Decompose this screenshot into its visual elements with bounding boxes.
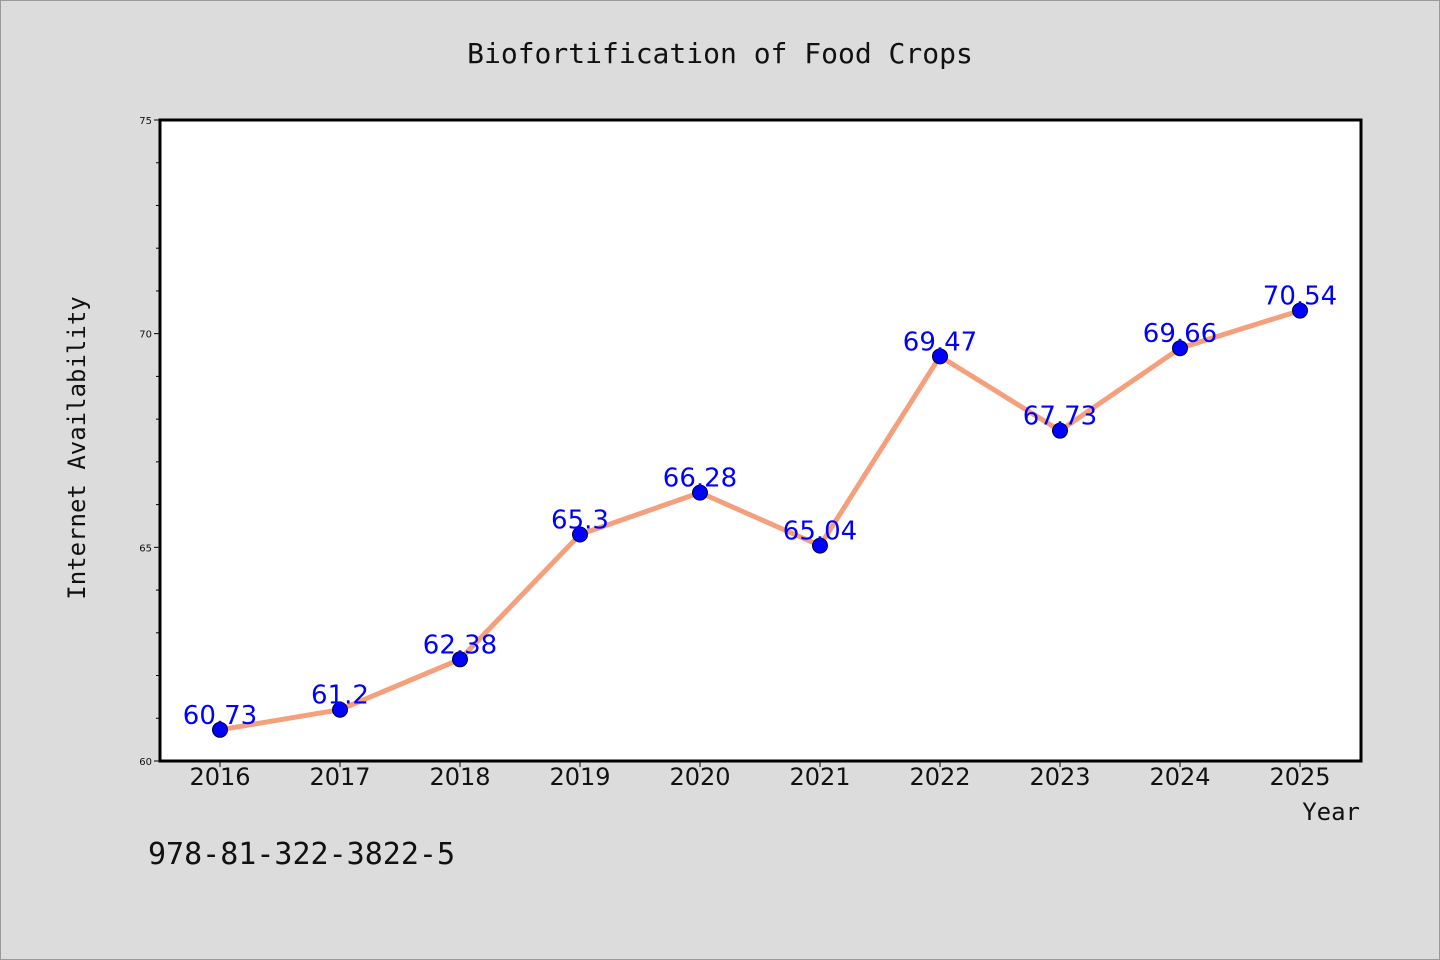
x-tick-label-2024: 2024 bbox=[1149, 763, 1210, 791]
x-tick-label-2018: 2018 bbox=[429, 763, 490, 791]
data-label-2018: 62.38 bbox=[423, 630, 497, 660]
y-tick-label-75: 75 bbox=[139, 116, 152, 127]
data-point-2016 bbox=[212, 721, 228, 738]
data-point-2025 bbox=[1292, 302, 1308, 319]
data-point-2019 bbox=[572, 526, 588, 543]
y-tick-label-70: 70 bbox=[139, 330, 152, 341]
series-line bbox=[217, 308, 1303, 733]
series-layer bbox=[212, 302, 1308, 738]
data-label-2019: 65.3 bbox=[551, 506, 609, 536]
isbn-text: 978-81-322-3822-5 bbox=[148, 837, 455, 872]
data-label-2024: 69.66 bbox=[1143, 319, 1217, 349]
x-tick-label-2022: 2022 bbox=[909, 763, 970, 791]
x-tick-label-2023: 2023 bbox=[1029, 763, 1090, 791]
plot-area bbox=[160, 120, 1361, 761]
data-point-2021 bbox=[812, 537, 828, 554]
data-label-2017: 61.2 bbox=[311, 681, 369, 711]
x-tick-label-2019: 2019 bbox=[549, 763, 610, 791]
data-point-2024 bbox=[1172, 340, 1188, 357]
data-point-2020 bbox=[692, 484, 708, 501]
data-labels-layer: 60.73 61.2 62.38 65.3 66.28 65.04 69.47 67.73 69… bbox=[183, 282, 1337, 731]
x-axis-label: Year bbox=[1302, 798, 1360, 826]
data-label-2016: 60.73 bbox=[183, 701, 257, 731]
y-tick-label-65: 65 bbox=[139, 543, 152, 554]
data-point-2022 bbox=[932, 348, 948, 365]
data-label-2021: 65.04 bbox=[783, 517, 857, 547]
data-point-2017 bbox=[332, 701, 348, 718]
data-label-2022: 69.47 bbox=[903, 327, 977, 357]
x-tick-label-2021: 2021 bbox=[789, 763, 850, 791]
data-point-2018 bbox=[452, 651, 468, 668]
x-tick-label-2025: 2025 bbox=[1269, 763, 1330, 791]
y-axis-label: Internet Availability bbox=[63, 296, 91, 599]
axis-ticks: 60 65 70 75 2016 2017 2018 2019 2020 2021 2022 2023… bbox=[139, 116, 1330, 791]
data-label-2020: 66.28 bbox=[663, 464, 737, 494]
data-label-2025: 70.54 bbox=[1263, 282, 1337, 312]
chart-title: Biofortification of Food Crops bbox=[467, 37, 973, 70]
data-label-2023: 67.73 bbox=[1023, 402, 1097, 432]
x-tick-label-2016: 2016 bbox=[189, 763, 250, 791]
plot-frame bbox=[158, 118, 1363, 763]
x-tick-label-2020: 2020 bbox=[669, 763, 730, 791]
data-point-2023 bbox=[1052, 422, 1068, 439]
x-tick-label-2017: 2017 bbox=[309, 763, 370, 791]
y-tick-label-60: 60 bbox=[139, 757, 152, 768]
